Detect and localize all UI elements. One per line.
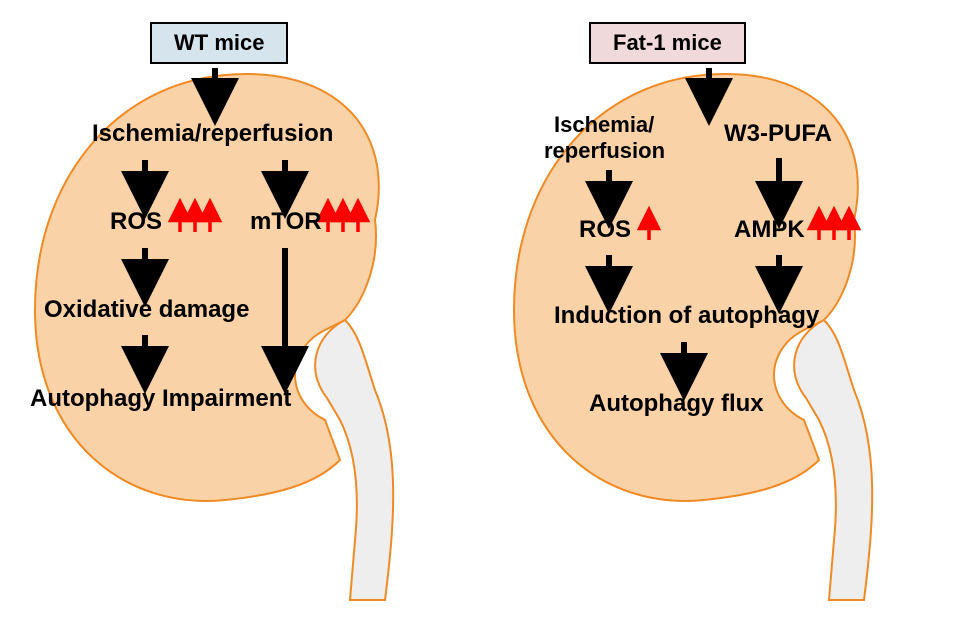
node-autoflux-right: Autophagy flux: [589, 390, 764, 418]
node-ros-right: ROS: [579, 216, 631, 244]
node-induction-right: Induction of autophagy: [554, 302, 819, 330]
node-w3pufa-right: W3-PUFA: [724, 120, 832, 148]
node-autoimp-left: Autophagy Impairment: [30, 385, 291, 413]
node-ischemia-a-right: Ischemia/: [554, 112, 654, 138]
node-ros-left: ROS: [110, 208, 162, 236]
node-mtor-left: mTOR: [250, 208, 322, 236]
node-oxdmg-left: Oxidative damage: [44, 296, 249, 324]
node-ischemia-left: Ischemia/reperfusion: [92, 120, 333, 148]
right-panel: Fat-1 mice Ischemia/ reperfusion W3-PUFA…: [479, 0, 958, 618]
node-ampk-right: AMPK: [734, 216, 805, 244]
node-ischemia-b-right: reperfusion: [544, 138, 665, 164]
left-panel: WT mice Ischemia/reperfusio: [0, 0, 479, 618]
